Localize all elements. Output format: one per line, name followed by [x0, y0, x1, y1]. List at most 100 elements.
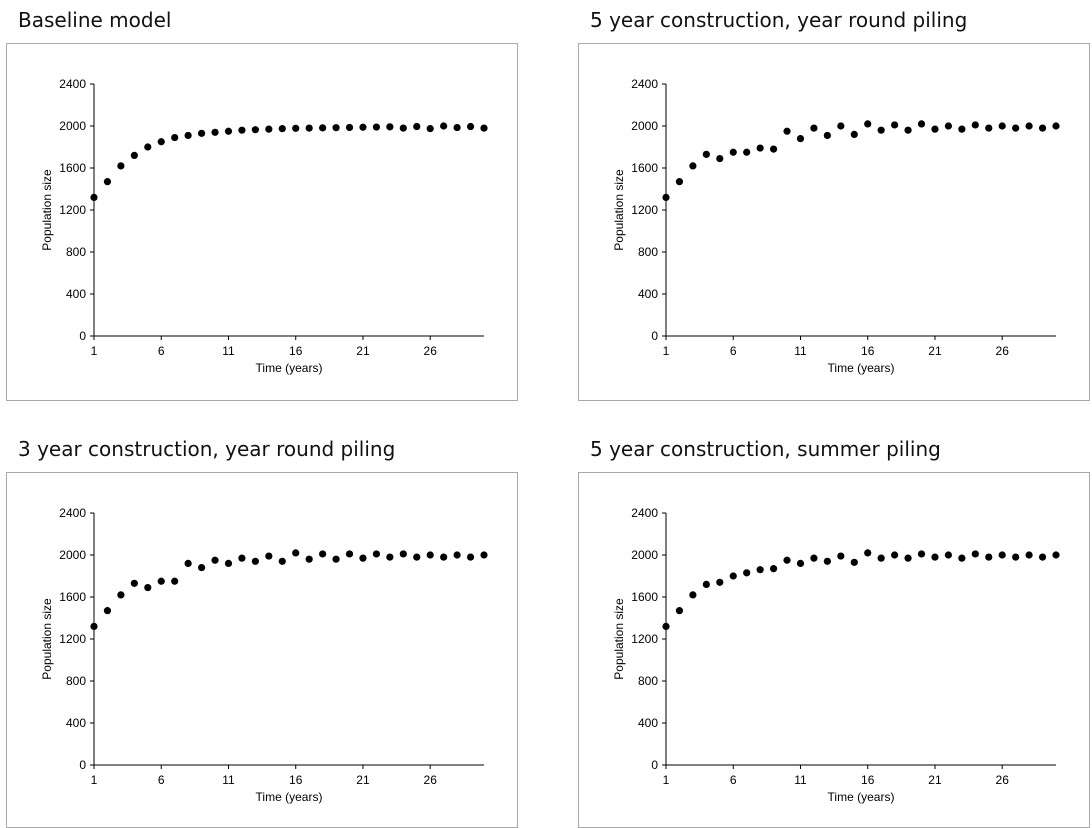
data-point: [171, 577, 179, 585]
data-point: [769, 565, 778, 573]
data-point: [689, 591, 697, 599]
chart-title-baseline: Baseline model: [18, 8, 172, 32]
data-point: [103, 607, 112, 615]
x-tick-label: 26: [996, 344, 1010, 358]
data-point: [756, 566, 764, 574]
data-point: [251, 126, 259, 134]
data-point: [144, 143, 152, 151]
data-point: [130, 579, 138, 587]
data-point: [1012, 124, 1020, 132]
data-point: [319, 550, 327, 558]
data-point: [743, 569, 751, 577]
data-point: [332, 555, 340, 563]
data-point: [90, 622, 98, 630]
x-tick-label: 16: [861, 773, 875, 787]
y-axis-title: Population size: [40, 169, 54, 251]
x-tick-label: 16: [289, 773, 303, 787]
data-point: [440, 553, 448, 561]
data-point: [904, 126, 912, 134]
data-point: [702, 150, 710, 158]
data-point: [958, 554, 966, 562]
data-point: [891, 121, 899, 129]
y-tick-label: 1600: [631, 161, 658, 175]
x-tick-label: 6: [158, 344, 165, 358]
data-point: [157, 577, 165, 585]
y-tick-label: 1200: [59, 632, 86, 646]
data-point: [265, 125, 273, 133]
data-point: [850, 558, 858, 566]
data-point: [399, 124, 407, 132]
data-point: [1012, 553, 1020, 561]
data-point: [117, 591, 125, 599]
data-point: [399, 550, 407, 558]
data-point: [917, 120, 926, 128]
data-point: [716, 154, 724, 163]
y-axis-title: Population size: [612, 169, 626, 251]
data-point: [144, 583, 152, 592]
data-point: [332, 124, 340, 132]
y-axis-title: Population size: [40, 598, 54, 680]
data-point: [372, 123, 381, 131]
data-point: [998, 122, 1006, 130]
y-tick-label: 800: [66, 674, 86, 688]
data-point: [466, 553, 475, 561]
data-point: [278, 557, 286, 565]
y-tick-label: 2400: [631, 77, 658, 91]
data-point: [998, 551, 1006, 559]
data-point: [783, 127, 791, 135]
data-point: [743, 148, 751, 156]
data-point: [891, 551, 899, 559]
data-point: [944, 551, 953, 559]
data-point: [224, 127, 233, 135]
data-point: [662, 193, 670, 201]
data-point: [1025, 551, 1033, 559]
data-point: [345, 123, 354, 132]
data-point: [386, 123, 394, 131]
x-axis-title: Time (years): [828, 361, 895, 375]
chart-panel-5yr-year-round: 0 400 800 1200 1600 2000 2400 1 6 11 16 21 26 Time (y…: [578, 43, 1090, 401]
data-point: [877, 126, 885, 134]
y-tick-label: 800: [638, 674, 658, 688]
data-point: [675, 178, 684, 186]
data-point: [238, 554, 246, 562]
y-tick-label: 0: [651, 758, 658, 772]
x-tick-label: 16: [289, 344, 303, 358]
data-point: [850, 130, 858, 138]
data-point: [702, 580, 710, 588]
data-point: [157, 138, 165, 146]
data-point: [864, 549, 872, 557]
data-point: [103, 178, 112, 186]
x-tick-label: 21: [928, 344, 942, 358]
y-tick-label: 2400: [59, 506, 86, 520]
data-point: [453, 123, 461, 132]
data-point: [796, 135, 805, 143]
data-point: [292, 549, 300, 557]
y-tick-label: 2000: [59, 119, 86, 133]
data-point: [1052, 551, 1060, 559]
y-tick-label: 2400: [59, 77, 86, 91]
data-point: [480, 124, 488, 132]
data-point: [864, 120, 872, 128]
chart-title-3yr-year-round: 3 year construction, year round piling: [18, 437, 396, 461]
data-point: [985, 124, 993, 132]
data-point: [1038, 124, 1047, 132]
data-point: [292, 124, 300, 132]
data-point: [917, 550, 926, 558]
y-tick-label: 2400: [631, 506, 658, 520]
data-point: [305, 555, 313, 563]
x-axis-title: Time (years): [256, 361, 323, 375]
data-point: [197, 564, 206, 572]
data-point: [413, 553, 421, 561]
data-point: [837, 122, 845, 130]
chart-panel-baseline: 0 400 800 1200 1600 2000 2400 1 6 11 16 21 26 Time (y…: [6, 43, 518, 401]
data-point: [319, 124, 327, 132]
data-point: [1025, 122, 1033, 130]
data-point: [130, 151, 138, 159]
data-point: [426, 125, 434, 133]
y-tick-label: 2000: [59, 548, 86, 562]
data-point: [197, 129, 206, 137]
y-tick-label: 2000: [631, 119, 658, 133]
data-point: [971, 121, 979, 129]
x-tick-label: 21: [356, 344, 370, 358]
